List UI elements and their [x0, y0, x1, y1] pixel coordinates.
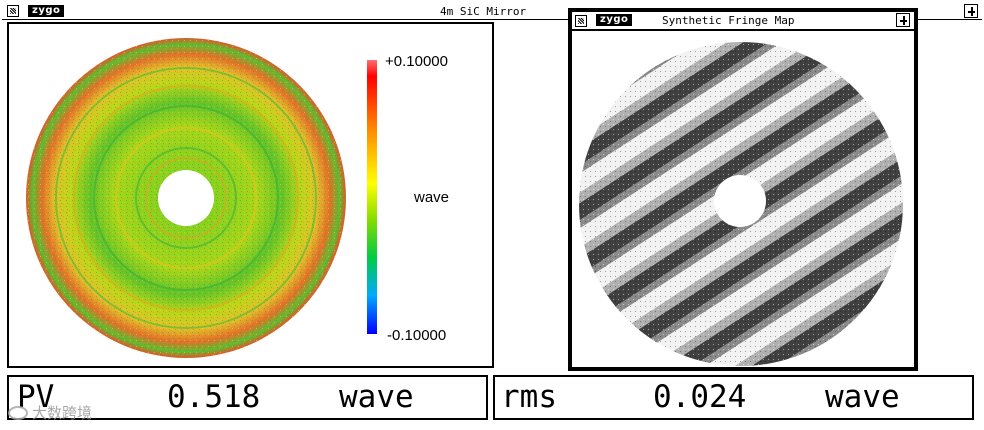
fringe-map-window: zygo Synthetic Fringe Map: [568, 8, 918, 371]
colorbar-scale: [367, 60, 377, 334]
surface-map-rings: [55, 67, 317, 329]
rms-unit: wave: [825, 379, 900, 415]
main-window-close-icon[interactable]: [7, 5, 19, 17]
surface-map-panel: +0.10000 wave -0.10000: [7, 22, 494, 368]
colorbar-max-label: +0.10000: [385, 53, 448, 70]
fringe-window-titlebar: zygo Synthetic Fringe Map: [572, 12, 914, 31]
pv-value: 0.518: [167, 379, 261, 415]
fringe-map-disk: [579, 42, 903, 366]
fringe-window-title: Synthetic Fringe Map: [662, 14, 795, 27]
fringe-window-close-icon[interactable]: [575, 15, 587, 27]
watermark: 大数跨境: [8, 402, 92, 424]
pv-unit: wave: [339, 379, 414, 415]
rms-label: rms: [501, 379, 557, 415]
main-window-title: 4m SiC Mirror: [440, 5, 527, 18]
colorbar-unit-label: wave: [413, 189, 449, 206]
rms-value: 0.024: [653, 379, 747, 415]
fringe-map-plot: [579, 42, 903, 366]
watermark-logo-icon: [8, 406, 28, 420]
surface-map-center-hole: [158, 170, 214, 226]
pv-readout: PV 0.518 wave: [7, 375, 488, 420]
surface-map-plot: +0.10000 wave -0.10000: [26, 38, 449, 358]
watermark-text: 大数跨境: [32, 404, 93, 422]
rms-readout: rms 0.024 wave: [493, 375, 974, 420]
fringe-window-zygo-logo: zygo: [596, 14, 633, 26]
fringe-map-center-hole: [714, 175, 766, 227]
fringe-window-resize-icon[interactable]: [896, 13, 910, 27]
main-window-resize-icon[interactable]: [964, 4, 978, 18]
colorbar-min-label: -0.10000: [387, 327, 446, 344]
main-window-zygo-logo: zygo: [28, 5, 65, 17]
